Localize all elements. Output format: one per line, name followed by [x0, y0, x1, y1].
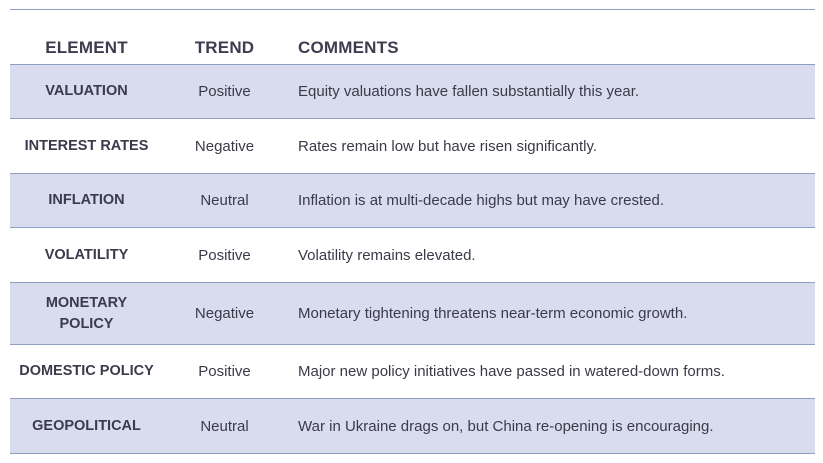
table-row: MONETARY POLICY Negative Monetary tighte… — [10, 282, 815, 344]
row-element: VOLATILITY — [44, 246, 129, 263]
table-row: DOMESTIC POLICY Positive Major new polic… — [10, 344, 815, 398]
row-trend: Neutral — [200, 192, 249, 209]
row-trend: Negative — [194, 305, 255, 322]
table-row: GEOPOLITICAL Neutral War in Ukraine drag… — [10, 398, 815, 453]
row-comment: Rates remain low but have risen signific… — [298, 137, 598, 155]
row-element: DOMESTIC POLICY — [19, 363, 154, 379]
row-comment: Equity valuations have fallen substantia… — [298, 83, 640, 100]
trend-table: ELEMENT TREND COMMENTS VALUATION Positiv… — [10, 10, 815, 454]
table-row: VOLATILITY Positive Volatility remains e… — [10, 227, 815, 282]
row-element: INTEREST RATES — [24, 137, 149, 154]
row-trend: Positive — [198, 363, 251, 380]
row-trend: Neutral — [200, 417, 249, 435]
table-header-row: ELEMENT TREND COMMENTS — [10, 10, 815, 64]
row-comment: Monetary tightening threatens near-term … — [298, 305, 688, 322]
row-element: MONETARY POLICY — [45, 294, 128, 332]
header-trend: TREND — [194, 38, 255, 57]
table-row: INTEREST RATES Negative Rates remain low… — [10, 118, 815, 173]
row-trend: Positive — [198, 246, 251, 264]
row-trend: Negative — [194, 137, 255, 155]
header-element: ELEMENT — [45, 38, 128, 57]
row-comment: War in Ukraine drags on, but China re-op… — [298, 417, 714, 435]
header-comments: COMMENTS — [298, 38, 399, 57]
row-comment: Inflation is at multi-decade highs but m… — [298, 192, 665, 209]
row-element: GEOPOLITICAL — [32, 417, 141, 434]
table-row: INFLATION Neutral Inflation is at multi-… — [10, 173, 815, 227]
row-trend: Positive — [198, 83, 251, 100]
row-element: VALUATION — [45, 83, 128, 99]
row-comment: Major new policy initiatives have passed… — [298, 363, 725, 380]
row-element: INFLATION — [48, 192, 125, 208]
bottom-rule — [10, 453, 815, 454]
table-row: VALUATION Positive Equity valuations hav… — [10, 64, 815, 118]
top-rule — [10, 9, 815, 10]
row-comment: Volatility remains elevated. — [298, 246, 476, 264]
